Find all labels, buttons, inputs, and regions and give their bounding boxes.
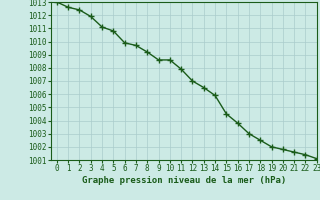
X-axis label: Graphe pression niveau de la mer (hPa): Graphe pression niveau de la mer (hPa) [82,176,286,185]
